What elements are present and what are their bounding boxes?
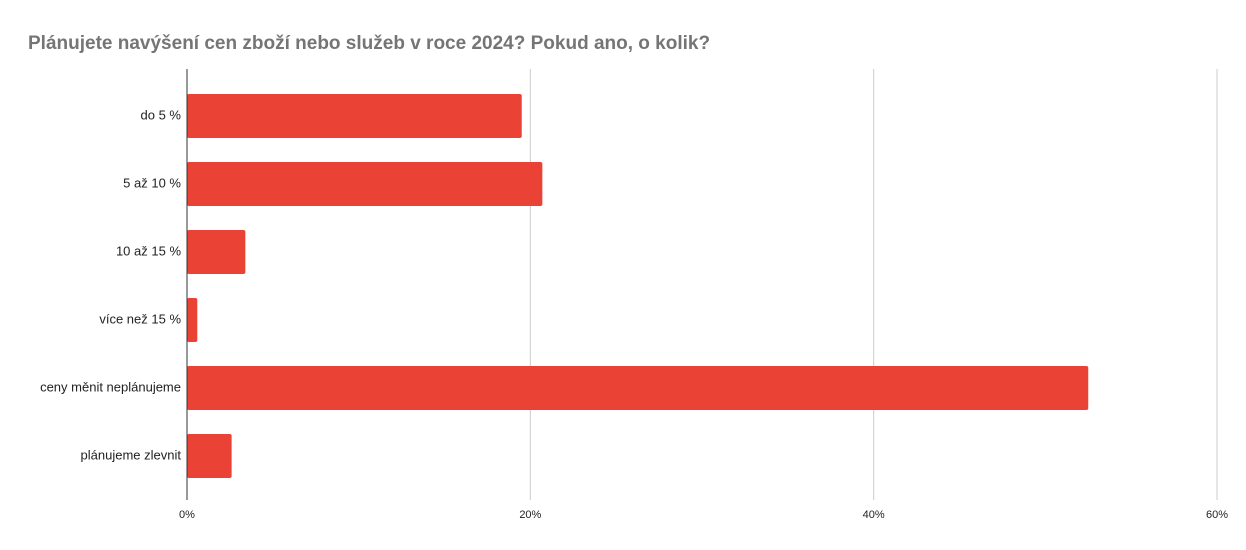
bar xyxy=(187,94,522,138)
bar xyxy=(187,298,198,342)
y-tick-label: do 5 % xyxy=(141,107,182,122)
x-tick-label: 0% xyxy=(179,509,195,521)
y-tick-label: ceny měnit neplánujeme xyxy=(40,379,181,394)
bar xyxy=(187,230,246,274)
y-tick-label: 5 až 10 % xyxy=(123,175,181,190)
x-tick-label: 40% xyxy=(863,509,885,521)
bar xyxy=(187,434,232,478)
x-tick-label: 20% xyxy=(519,509,541,521)
y-tick-label: plánujeme zlevnit xyxy=(81,447,182,462)
x-tick-label: 60% xyxy=(1206,509,1228,521)
chart-title: Plánujete navýšení cen zboží nebo služeb… xyxy=(28,33,710,54)
bar xyxy=(187,162,543,206)
y-tick-label: více než 15 % xyxy=(99,311,181,326)
y-tick-label: 10 až 15 % xyxy=(116,243,181,258)
bar xyxy=(187,366,1089,410)
